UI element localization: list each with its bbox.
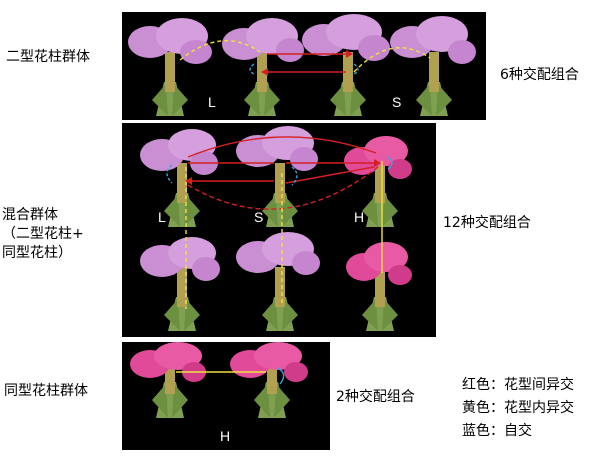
distyly-group-label: 二型花柱群体 [6,49,90,65]
flower-mixed-S-top [236,126,318,227]
flower-mixed-L-bottom [140,237,220,331]
flower-homostyly-1 [130,342,206,418]
intra-morph-arrow [179,40,261,61]
mixed-mating-arrows [166,136,393,309]
inter-morph-arrow [285,166,375,184]
self-arrow [277,367,285,385]
legend-self: 蓝色：自交 [462,423,532,439]
homostyly-group-label: 同型花柱群体 [4,383,88,399]
morph-label-H: H [354,209,365,225]
distyly-combo-label: 6种交配组合 [500,67,579,83]
mixed-group-label: 混合群体 （二型花柱+ 同型花柱） [2,206,84,263]
arrowhead [261,68,268,76]
flower-distyly-4 [390,16,476,116]
distyly-panel: L S [122,12,486,120]
flower-homostyly-2 [230,342,308,418]
homostyly-combo-label: 2种交配组合 [336,389,415,405]
morph-label-S: S [392,94,402,110]
homostyly-panel: H [122,342,330,450]
flower-mixed-H-top [344,136,412,227]
mixed-combo-label: 12种交配组合 [443,215,531,231]
flower-distyly-3 [302,14,390,116]
mixed-group-label-line-1: 混合群体 [2,207,58,223]
arrowhead [374,159,381,167]
self-arrow [291,166,298,186]
flower-mixed-S-bottom [236,232,320,331]
homostyly-flowers [130,342,308,418]
mixed-group-label-line-2: （二型花柱+ [2,226,84,242]
mixed-group-label-line-3: 同型花柱） [2,245,72,261]
morph-label-L: L [208,94,216,110]
distyly-flowers [128,14,476,116]
legend-inter-morph: 红色：花型间异交 [462,377,574,393]
legend-intra-morph: 黄色：花型内异交 [462,400,574,416]
inter-morph-arrow [187,136,377,158]
legend: 红色：花型间异交 黄色：花型内异交 蓝色：自交 [462,374,574,443]
mixed-flowers [140,126,412,331]
morph-label-L: L [158,209,166,225]
self-arrow [387,156,393,170]
arrowhead [346,50,353,58]
flower-mixed-L-top [140,129,218,227]
flower-mixed-H-bottom [346,242,412,331]
self-arrow [353,63,359,75]
homostyly-mating-arrows [176,367,285,385]
self-arrow [249,63,255,75]
intra-morph-arrow [353,47,431,73]
arrowhead [185,177,192,185]
flower-distyly-2 [222,18,304,116]
distyly-mating-arrows [179,40,431,76]
self-arrow [166,164,173,184]
morph-label-H: H [220,428,231,444]
mixed-panel: L S H [122,123,436,337]
morph-label-S: S [254,209,264,225]
flower-distyly-1 [128,18,212,116]
